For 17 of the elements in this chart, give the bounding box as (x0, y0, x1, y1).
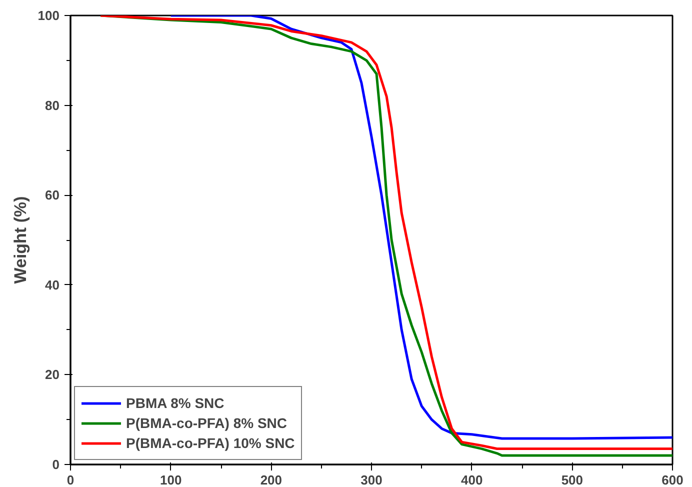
x-tick-label: 0 (66, 472, 74, 487)
y-tick-label: 60 (45, 188, 60, 203)
x-tick-label: 200 (260, 472, 282, 487)
x-tick-label: 400 (460, 472, 483, 487)
x-tick-label: 500 (561, 472, 584, 487)
y-tick-label: 80 (45, 98, 60, 113)
legend-label: P(BMA-co-PFA) 10% SNC (126, 435, 295, 451)
y-tick-label: 40 (45, 277, 60, 292)
y-tick-label: 20 (45, 367, 60, 382)
x-tick-label: 600 (662, 472, 684, 487)
legend-label: P(BMA-co-PFA) 8% SNC (126, 415, 288, 431)
y-tick-label: 0 (52, 457, 60, 472)
y-tick-label: 100 (38, 8, 60, 23)
y-axis-title: Weight (%) (10, 196, 30, 284)
legend-label: PBMA 8% SNC (126, 395, 224, 411)
x-tick-label: 100 (160, 472, 182, 487)
x-tick-label: 300 (360, 472, 382, 487)
